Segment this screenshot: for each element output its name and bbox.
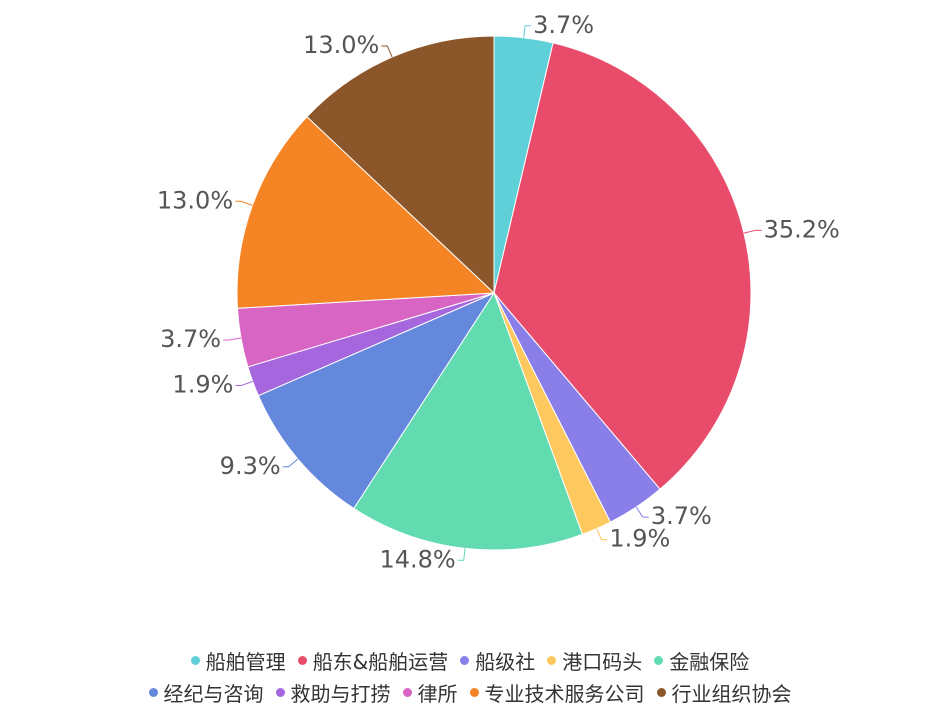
- data-label: 13.0%: [303, 31, 379, 59]
- legend-row: 船舶管理 船东&船舶运营 船级社 港口码头 金融保险: [0, 644, 940, 676]
- data-label: 3.7%: [533, 11, 594, 39]
- leader-line: [523, 25, 532, 38]
- legend-label: 救助与打捞: [290, 681, 391, 706]
- legend-swatch: [148, 687, 158, 697]
- legend-swatch: [547, 655, 557, 665]
- legend-label: 经纪与咨询: [163, 681, 264, 706]
- leader-line: [235, 380, 253, 387]
- legend-item[interactable]: 船舶管理: [190, 646, 286, 675]
- leader-line: [457, 548, 466, 561]
- data-label: 13.0%: [157, 186, 233, 214]
- legend-label: 港口码头: [562, 649, 643, 674]
- legend-item[interactable]: 船级社: [460, 646, 535, 675]
- legend-label: 船级社: [475, 649, 536, 674]
- pie-area: 3.7%35.2%3.7%1.9%14.8%9.3%1.9%3.7%13.0%1…: [157, 11, 840, 573]
- pie-slice: [493, 42, 752, 490]
- legend-swatch: [654, 655, 664, 665]
- leader-line: [596, 528, 608, 541]
- legend-label: 船舶管理: [205, 649, 286, 674]
- pie-slice: [257, 291, 496, 510]
- legend-swatch: [275, 687, 285, 697]
- legend-swatch: [469, 687, 479, 697]
- data-label: 35.2%: [764, 215, 840, 243]
- leader-line: [235, 200, 253, 206]
- legend-swatch: [402, 687, 412, 697]
- leader-line: [743, 229, 762, 234]
- legend-swatch: [297, 655, 307, 665]
- legend-item[interactable]: 港口码头: [547, 646, 642, 675]
- legend-row: 经纪与咨询 救助与打捞 律所 专业技术服务公司 行业组织协会: [0, 676, 940, 708]
- data-label: 9.3%: [220, 452, 281, 480]
- legend-swatch: [656, 687, 666, 697]
- legend-item[interactable]: 救助与打捞: [275, 678, 391, 707]
- data-label: 1.9%: [172, 371, 233, 399]
- data-label: 1.9%: [609, 525, 670, 553]
- legend-label: 金融保险: [669, 649, 750, 674]
- data-label: 3.7%: [160, 325, 221, 353]
- leader-line: [282, 458, 299, 468]
- leader-line: [223, 337, 242, 341]
- legend: 船舶管理 船东&船舶运营 船级社 港口码头 金融保险经纪与咨询 救助与打捞 律所 专业技术服务…: [0, 644, 940, 708]
- legend-label: 律所: [417, 681, 458, 706]
- legend-item[interactable]: 行业组织协会: [656, 678, 792, 707]
- legend-label: 船东&船舶运营: [312, 649, 449, 674]
- leader-line: [635, 506, 649, 518]
- legend-item[interactable]: 律所: [402, 678, 458, 707]
- legend-swatch: [190, 655, 200, 665]
- data-label: 14.8%: [379, 545, 455, 573]
- legend-item[interactable]: 船东&船舶运营: [297, 646, 449, 675]
- legend-label: 行业组织协会: [671, 681, 792, 706]
- legend-label: 专业技术服务公司: [484, 681, 645, 706]
- legend-item[interactable]: 专业技术服务公司: [469, 678, 645, 707]
- legend-swatch: [460, 655, 470, 665]
- legend-item[interactable]: 经纪与咨询: [148, 678, 264, 707]
- leader-line: [381, 45, 393, 58]
- data-label: 3.7%: [651, 502, 712, 530]
- legend-item[interactable]: 金融保险: [654, 646, 749, 675]
